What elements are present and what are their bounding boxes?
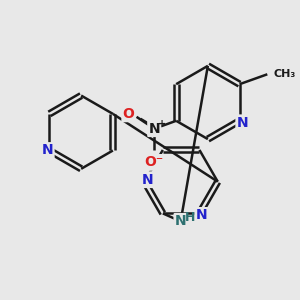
Text: N: N <box>142 173 153 187</box>
Text: N: N <box>148 122 160 136</box>
Text: N: N <box>42 143 53 158</box>
Text: +: + <box>158 119 166 129</box>
Text: N: N <box>175 214 187 228</box>
Text: N: N <box>196 208 207 222</box>
Text: H: H <box>185 211 196 224</box>
Text: O⁻: O⁻ <box>145 155 164 170</box>
Text: CH₃: CH₃ <box>273 69 296 79</box>
Text: O: O <box>123 107 135 121</box>
Text: N: N <box>237 116 248 130</box>
